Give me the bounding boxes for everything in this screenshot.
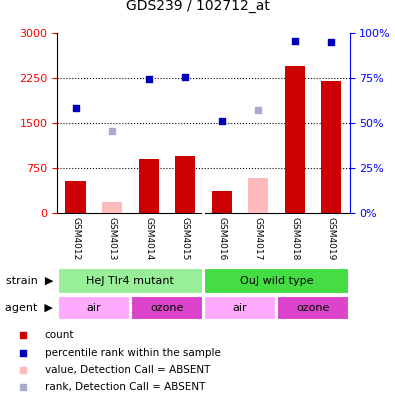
Bar bbox=[58, 268, 203, 294]
Text: value, Detection Call = ABSENT: value, Detection Call = ABSENT bbox=[45, 365, 210, 375]
Text: rank, Detection Call = ABSENT: rank, Detection Call = ABSENT bbox=[45, 382, 205, 392]
Text: GSM4012: GSM4012 bbox=[71, 217, 80, 261]
Text: GDS239 / 102712_at: GDS239 / 102712_at bbox=[126, 0, 269, 13]
Bar bbox=[212, 191, 232, 213]
Text: HeJ Tlr4 mutant: HeJ Tlr4 mutant bbox=[87, 276, 174, 286]
Point bbox=[255, 107, 261, 113]
Point bbox=[182, 74, 188, 80]
Bar bbox=[175, 156, 195, 213]
Text: GSM4016: GSM4016 bbox=[217, 217, 226, 261]
Text: percentile rank within the sample: percentile rank within the sample bbox=[45, 348, 220, 358]
Bar bbox=[248, 178, 268, 213]
Point bbox=[20, 384, 26, 390]
Text: ozone: ozone bbox=[150, 303, 184, 313]
Bar bbox=[66, 181, 86, 213]
Point bbox=[292, 38, 298, 44]
Text: strain  ▶: strain ▶ bbox=[6, 276, 53, 286]
Text: air: air bbox=[87, 303, 101, 313]
Point bbox=[20, 332, 26, 338]
Text: GSM4019: GSM4019 bbox=[327, 217, 336, 261]
Bar bbox=[277, 296, 349, 320]
Text: GSM4018: GSM4018 bbox=[290, 217, 299, 261]
Point bbox=[20, 367, 26, 373]
Text: count: count bbox=[45, 330, 74, 340]
Text: agent  ▶: agent ▶ bbox=[6, 303, 53, 313]
Point bbox=[145, 76, 152, 82]
Text: GSM4013: GSM4013 bbox=[107, 217, 117, 261]
Bar bbox=[204, 268, 349, 294]
Point bbox=[109, 128, 115, 134]
Point bbox=[218, 118, 225, 124]
Point bbox=[72, 105, 79, 111]
Point bbox=[328, 39, 335, 46]
Bar bbox=[285, 66, 305, 213]
Bar bbox=[102, 202, 122, 213]
Text: air: air bbox=[233, 303, 247, 313]
Text: GSM4015: GSM4015 bbox=[181, 217, 190, 261]
Text: GSM4014: GSM4014 bbox=[144, 217, 153, 261]
Text: OuJ wild type: OuJ wild type bbox=[240, 276, 313, 286]
Text: ozone: ozone bbox=[296, 303, 330, 313]
Bar bbox=[204, 296, 276, 320]
Bar bbox=[58, 296, 130, 320]
Bar bbox=[139, 159, 159, 213]
Point bbox=[20, 349, 26, 356]
Bar bbox=[321, 81, 341, 213]
Bar bbox=[131, 296, 203, 320]
Text: GSM4017: GSM4017 bbox=[254, 217, 263, 261]
